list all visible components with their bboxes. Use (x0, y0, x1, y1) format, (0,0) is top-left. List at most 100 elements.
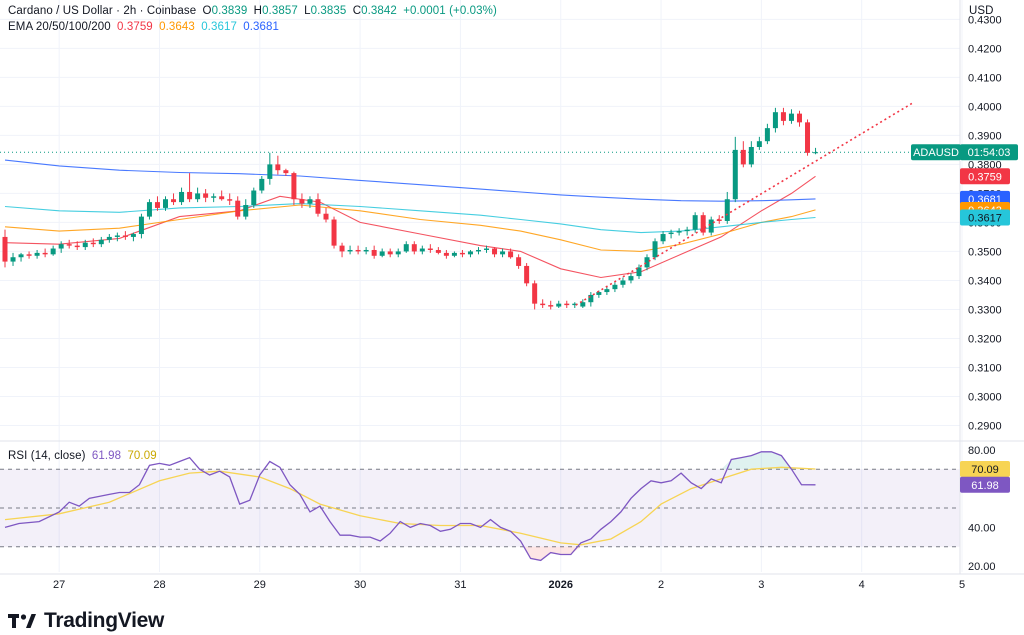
ema-line (4, 204, 816, 252)
candle-body (387, 251, 393, 255)
candle-body (419, 248, 425, 252)
candle-body (636, 267, 642, 277)
candle-body (588, 294, 594, 303)
candle-body (275, 164, 281, 171)
candle-body (195, 193, 201, 200)
candle-body (50, 248, 56, 255)
candle-body (500, 251, 506, 255)
candle-body (42, 252, 48, 255)
price-tick-label: 0.3100 (968, 362, 1002, 374)
candle-body (355, 249, 361, 252)
rsi-line (4, 451, 816, 562)
candle-body (227, 199, 233, 201)
candle-body (82, 242, 88, 248)
candle-body (315, 199, 321, 214)
candle-body (122, 235, 128, 237)
candle-body (163, 199, 169, 208)
ema-line (4, 203, 816, 234)
candle-body (58, 244, 64, 249)
time-tick-label: 27 (53, 579, 65, 591)
ema100-badge-bg (960, 209, 1010, 226)
ema20-badge-bg (960, 168, 1010, 185)
rsi-badge-bg (960, 476, 1010, 493)
candle-body (724, 199, 730, 221)
candle-body (564, 303, 570, 306)
candle-body (403, 244, 409, 252)
close-label: C (352, 5, 362, 17)
candle-body (548, 305, 554, 307)
ema50-value: 0.3643 (159, 21, 195, 33)
ema200-value: 0.3681 (243, 21, 280, 33)
ema100-value: 0.3617 (201, 21, 237, 33)
candle-body (179, 191, 185, 203)
price-tick-label: 0.4300 (968, 14, 1002, 26)
candle-body (580, 302, 586, 307)
time-tick-label: 4 (859, 579, 865, 591)
trendline[interactable] (575, 102, 913, 306)
candle-body (732, 149, 738, 200)
candle-body (644, 257, 650, 268)
candle-body (187, 191, 193, 200)
candle-body (331, 219, 337, 246)
candle-body (604, 289, 610, 293)
candle-body (516, 257, 522, 266)
high-value: 0.3857 (262, 5, 298, 17)
candle-body (556, 303, 562, 307)
candle-body (154, 202, 160, 208)
price-tick-label: 0.4200 (968, 43, 1002, 55)
candle-body (66, 244, 72, 246)
candle-body (652, 241, 658, 258)
time-tick-label: 2 (658, 579, 664, 591)
ema-lines (0, 151, 960, 279)
price-tick-label: 0.3200 (968, 333, 1002, 345)
support-trendline (575, 102, 913, 306)
tradingview-logo-icon (8, 614, 36, 628)
rsi-ma-badge-bg (960, 461, 1010, 478)
candle-body (756, 141, 762, 147)
candle-body (219, 196, 225, 200)
candle-body (251, 190, 257, 206)
ema-legend[interactable]: EMA 20/50/100/200 0.3759 0.3643 0.3617 0… (8, 21, 282, 33)
time-tick-label: 29 (254, 579, 266, 591)
rsi-tick-label: 80.00 (968, 445, 996, 457)
price-tick-label: 0.3900 (968, 130, 1002, 142)
candle-body (508, 251, 514, 258)
currency-label[interactable]: USD (969, 5, 994, 17)
price-tick-label: 0.2900 (968, 420, 1002, 432)
price-tick-label: 0.3300 (968, 304, 1002, 316)
candle-body (532, 283, 538, 304)
candle-body (114, 235, 120, 237)
open-value: 0.3839 (211, 5, 248, 17)
rsi-overbought-fill (721, 451, 794, 470)
candle-body (660, 234, 666, 242)
low-value: 0.3835 (310, 5, 347, 17)
candle-body (90, 242, 96, 245)
rsi-legend[interactable]: RSI (14, close) 61.98 70.09 (8, 450, 160, 462)
candle-body (138, 216, 144, 235)
change-value: +0.0001 (+0.03%) (403, 5, 497, 17)
candle-body (74, 245, 80, 248)
candle-body (692, 215, 698, 230)
candle-body (708, 219, 714, 233)
axes: 0.43000.42000.41000.40000.39000.38000.37… (0, 0, 1024, 591)
candle-body (235, 200, 241, 217)
symbol-legend[interactable]: Cardano / US Dollar · 2h · Coinbase O0.3… (8, 5, 500, 17)
countdown-badge-bg (960, 144, 1018, 161)
rsi-tick-label: 40.00 (968, 522, 996, 534)
candle-body (764, 128, 770, 142)
candle-body (291, 173, 297, 200)
candle-body (203, 193, 209, 198)
candle-body (700, 215, 706, 233)
candle-body (411, 244, 417, 252)
candle-body (243, 205, 249, 217)
price-tick-label: 0.4100 (968, 72, 1002, 84)
candle-body (26, 254, 32, 256)
candle-body (668, 232, 674, 235)
ema20-badge: 0.3759 (960, 168, 1010, 185)
ema-line (4, 159, 816, 202)
candle-body (18, 254, 24, 258)
rsi-value: 61.98 (91, 450, 122, 462)
ema-label: EMA 20/50/100/200 (8, 21, 111, 33)
tradingview-branding[interactable]: TradingView (8, 609, 164, 633)
